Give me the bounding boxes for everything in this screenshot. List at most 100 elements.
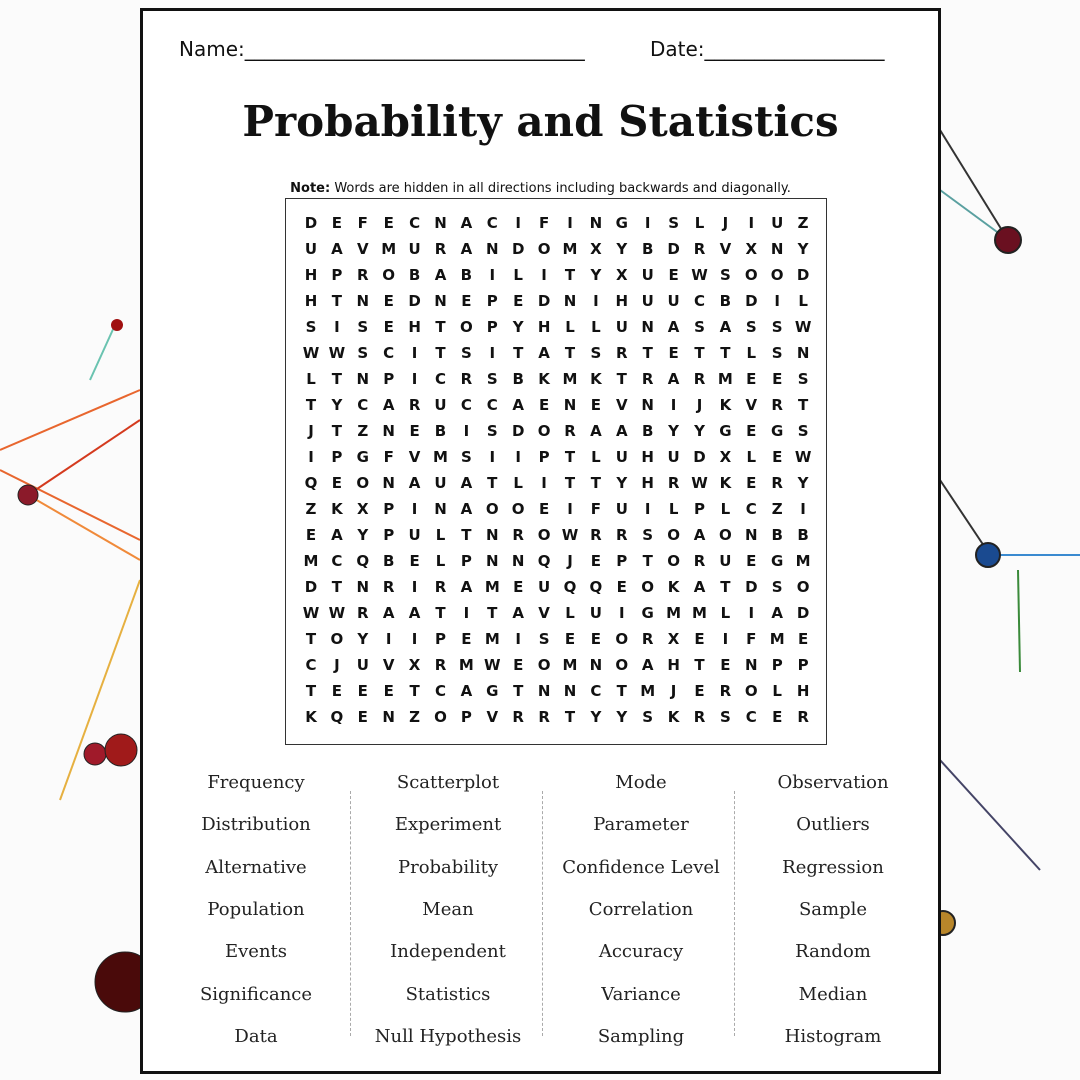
grid-letter: K <box>305 708 317 726</box>
grid-letter: O <box>460 318 473 336</box>
grid-letter: R <box>512 708 524 726</box>
grid-letter: M <box>484 630 500 648</box>
grid-letter: J <box>722 214 729 232</box>
grid-letter: T <box>305 396 317 414</box>
grid-letter: T <box>487 474 498 492</box>
grid-letter: E <box>746 552 757 570</box>
grid-letter: A <box>538 344 550 362</box>
grid-letter: U <box>615 500 628 518</box>
grid-letter: E <box>720 656 731 674</box>
grid-letter: D <box>693 448 706 466</box>
grid-letter: E <box>461 630 472 648</box>
grid-letter: G <box>771 552 784 570</box>
grid-letter: S <box>797 370 809 388</box>
grid-letter: T <box>642 344 653 362</box>
grid-letter: I <box>489 344 496 362</box>
grid-letter: C <box>745 500 757 518</box>
grid-letter: H <box>537 318 551 336</box>
grid-letter: I <box>411 370 418 388</box>
grid-letter: O <box>537 422 551 440</box>
grid-letter: N <box>486 526 499 544</box>
grid-letter: J <box>567 552 573 570</box>
grid-letter: Q <box>330 708 344 726</box>
word-list-item: Probability <box>397 856 498 878</box>
word-list-item: Variance <box>601 983 681 1005</box>
grid-letter: I <box>411 500 418 518</box>
grid-letter: P <box>383 370 395 388</box>
grid-letter: A <box>434 266 447 284</box>
grid-letter: R <box>693 240 706 258</box>
grid-letter: E <box>357 682 368 700</box>
grid-letter: A <box>382 604 395 622</box>
grid-letter: Y <box>331 396 343 414</box>
grid-letter: H <box>667 656 680 674</box>
grid-letter: R <box>693 552 706 570</box>
grid-letter: M <box>562 656 578 674</box>
word-list-item: Alternative <box>205 856 307 878</box>
word-list-item: Histogram <box>784 1025 882 1047</box>
grid-letter: X <box>745 240 758 258</box>
grid-letter: E <box>383 318 394 336</box>
grid-letter: D <box>304 578 318 596</box>
grid-letter: T <box>564 344 576 362</box>
grid-letter: C <box>383 344 395 362</box>
note: Note: Words are hidden in all directions… <box>143 181 938 196</box>
grid-letter: D <box>511 240 525 258</box>
grid-letter: N <box>434 214 447 232</box>
grid-letter: N <box>563 396 577 414</box>
grid-letter: L <box>435 552 446 570</box>
grid-letter: R <box>382 578 395 596</box>
grid-letter: J <box>308 422 314 440</box>
grid-letter: N <box>537 682 551 700</box>
grid-letter: A <box>331 240 343 258</box>
grid-letter: S <box>771 344 783 362</box>
grid-letter: V <box>486 708 499 726</box>
grid-letter: O <box>485 500 499 518</box>
grid-letter: N <box>589 214 603 232</box>
grid-letter: A <box>512 396 524 414</box>
separator <box>350 791 351 1036</box>
grid-letter: B <box>382 552 395 570</box>
grid-letter: S <box>460 448 472 466</box>
grid-letter: B <box>771 526 783 544</box>
grid-letter: O <box>667 552 680 570</box>
grid-letter: I <box>593 292 599 310</box>
grid-letter: M <box>666 604 682 622</box>
grid-letter: A <box>460 682 473 700</box>
grid-letter: W <box>328 344 346 362</box>
grid-letter: S <box>305 318 317 336</box>
grid-letter: L <box>565 604 575 622</box>
grid-letter: E <box>694 682 705 700</box>
grid-letter: X <box>590 240 602 258</box>
grid-letter: L <box>435 526 446 544</box>
grid-letter: E <box>746 370 757 388</box>
grid-letter: R <box>616 344 628 362</box>
grid-letter: W <box>561 526 579 544</box>
grid-letter: V <box>382 656 395 674</box>
grid-letter: L <box>668 500 679 518</box>
grid-letter: A <box>667 318 680 336</box>
grid-letter: U <box>408 240 421 258</box>
grid-letter: R <box>693 708 706 726</box>
grid-letter: A <box>693 526 706 544</box>
grid-letter: W <box>691 474 708 492</box>
grid-letter: T <box>513 682 524 700</box>
grid-letter: M <box>795 552 811 570</box>
grid-letter: T <box>616 682 627 700</box>
grid-letter: Y <box>512 318 524 336</box>
word-list-item: Outliers <box>796 814 870 836</box>
grid-letter: S <box>719 708 731 726</box>
grid-letter: B <box>460 266 473 284</box>
grid-letter: O <box>641 578 655 596</box>
grid-letter: E <box>590 552 602 570</box>
grid-letter: T <box>564 708 576 726</box>
word-list-item: Sample <box>798 898 868 920</box>
grid-letter: B <box>434 422 447 440</box>
grid-letter: L <box>591 448 601 466</box>
grid-letter: I <box>463 604 470 622</box>
grid-letter: A <box>615 422 628 440</box>
grid-letter: E <box>772 370 783 388</box>
grid-letter: I <box>619 604 625 622</box>
